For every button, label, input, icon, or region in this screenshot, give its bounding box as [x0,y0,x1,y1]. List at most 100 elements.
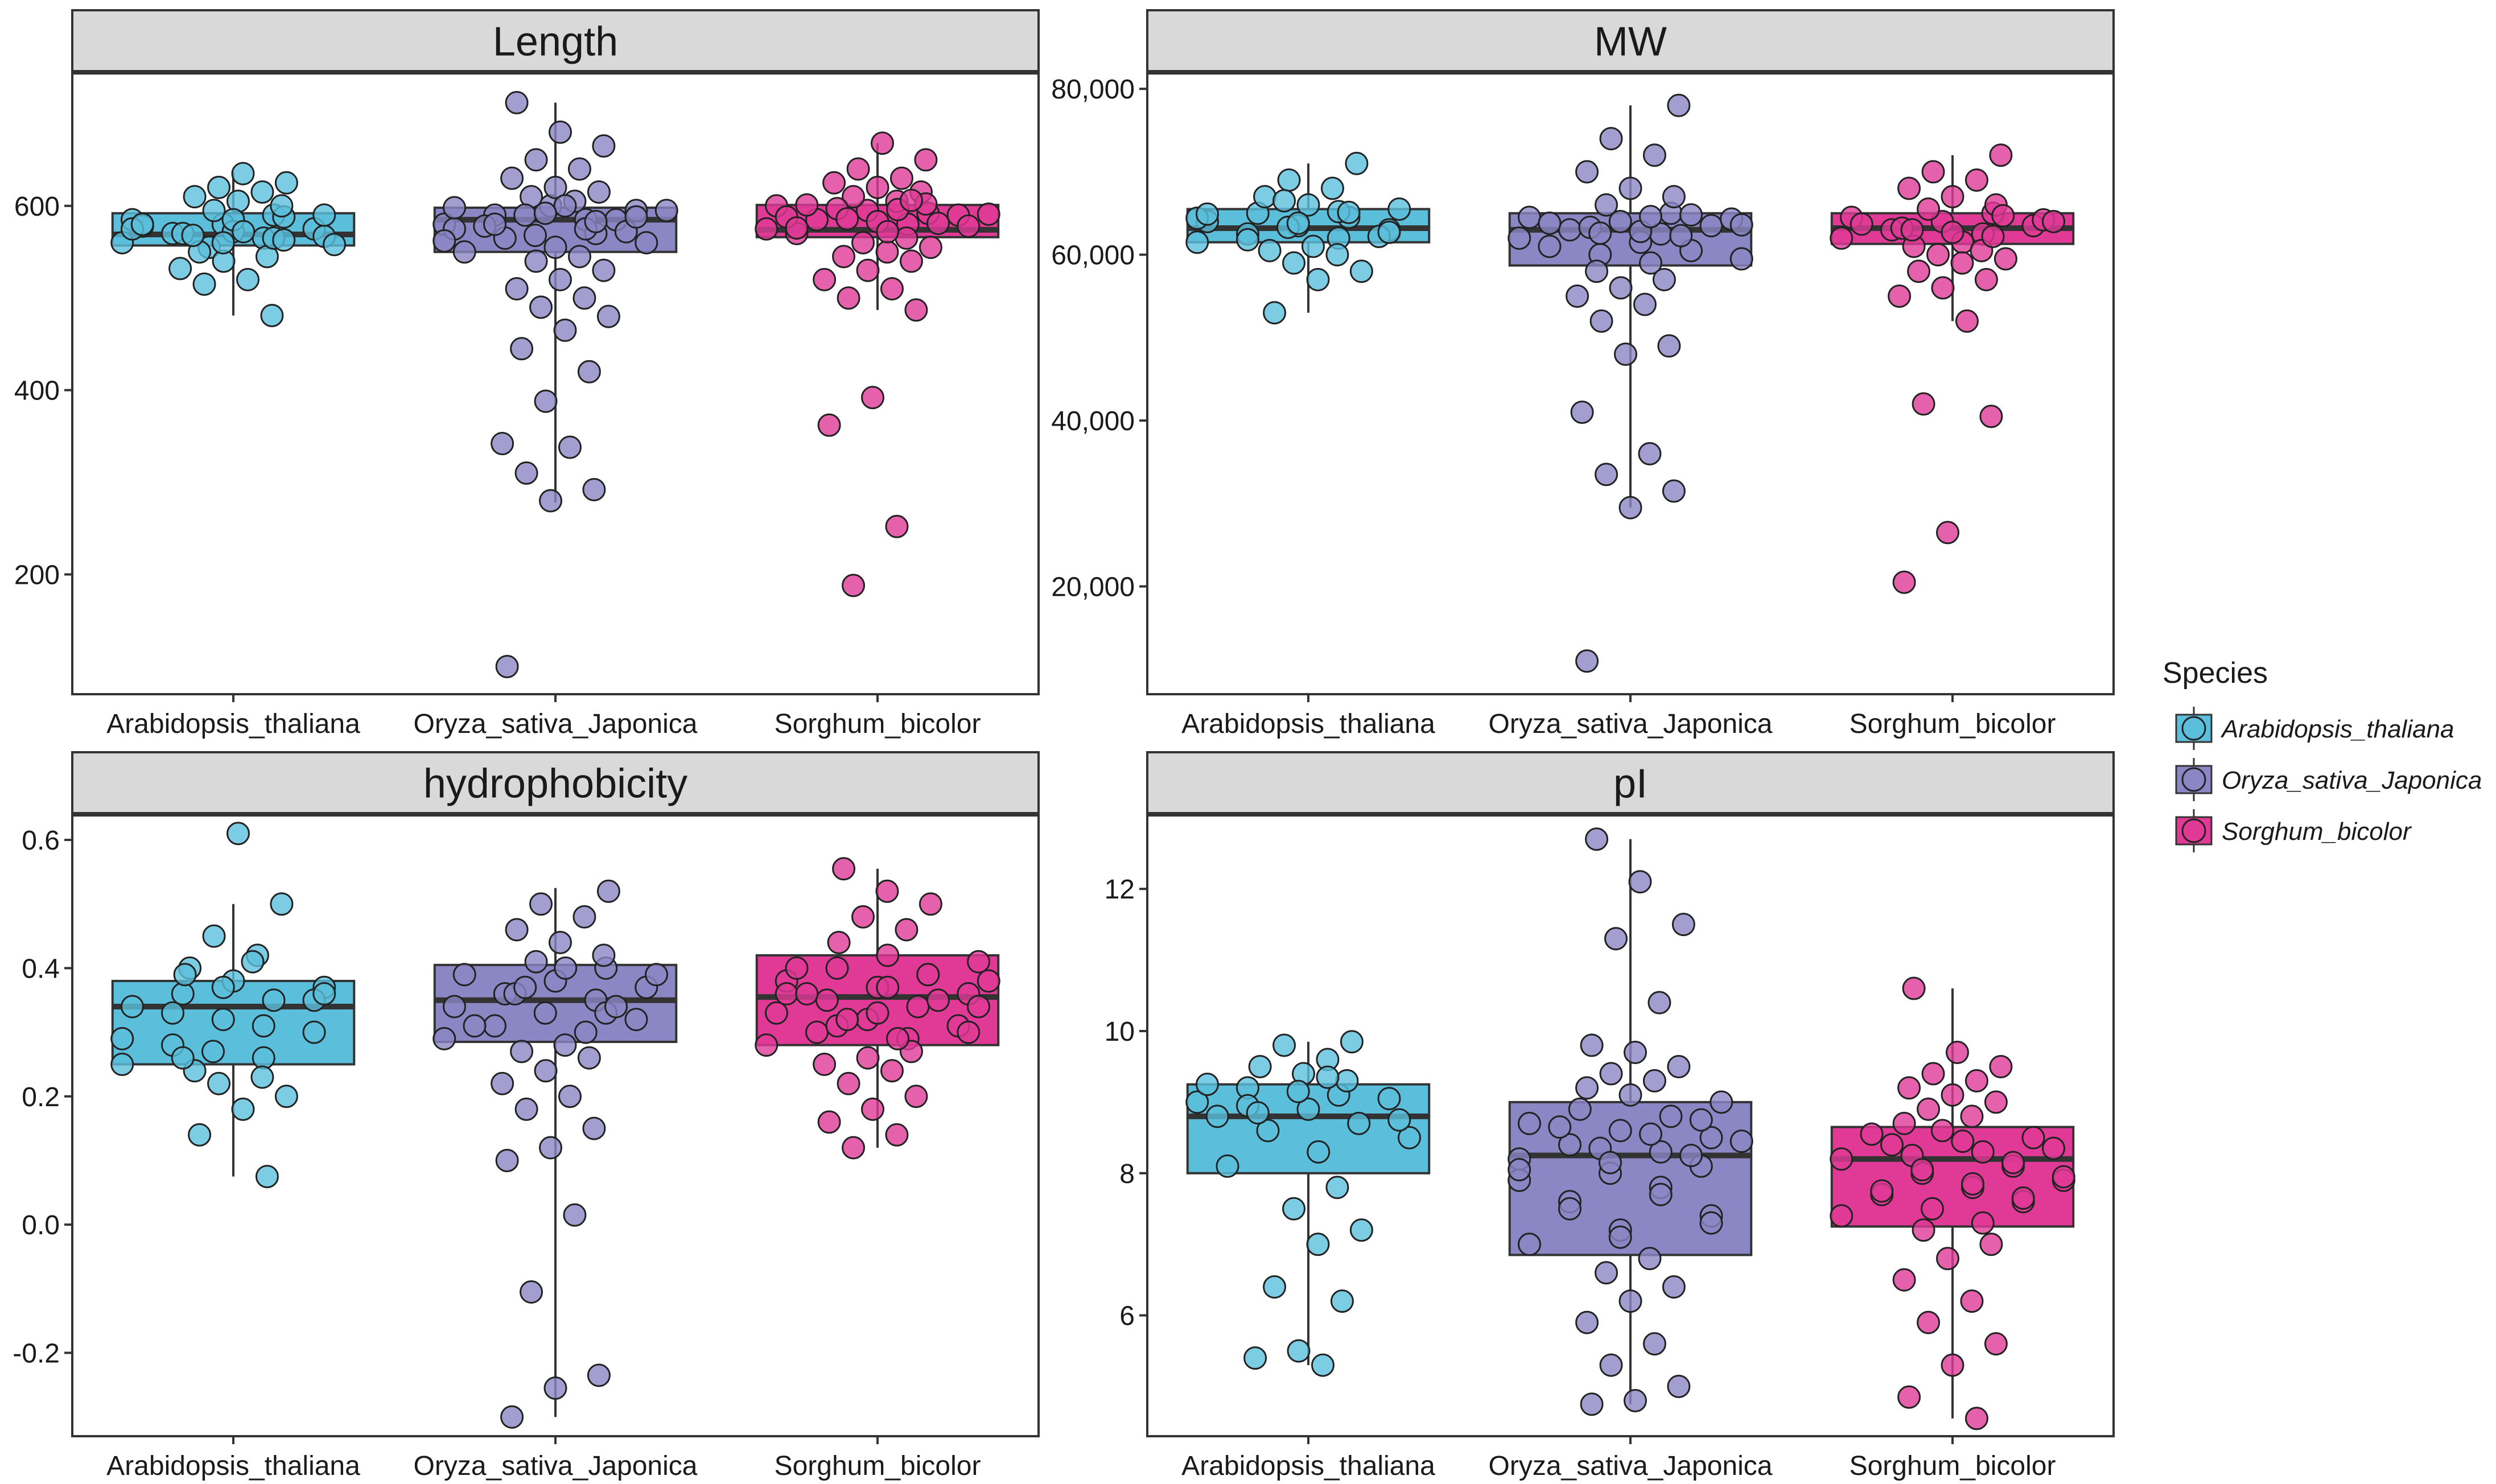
data-point [202,924,226,948]
data-point [916,963,940,987]
data-point [110,1052,134,1076]
data-point [1287,1339,1311,1363]
data-point [1246,1101,1270,1125]
data-point [1830,1204,1854,1228]
x-tick-label: Arabidopsis_thaliana [1181,1451,1435,1481]
data-point [201,1040,225,1063]
data-point [574,1020,598,1044]
data-point [813,1052,837,1076]
data-point [861,1097,885,1121]
data-point [1659,1104,1683,1128]
data-point [880,1059,904,1083]
panel-pi: pI 6 8 10 12 Arabidopsis_thaliana Oryza_sativa… [1105,751,2115,1481]
data-point [1984,1332,2008,1356]
data-point [755,217,779,241]
data-point [495,654,519,678]
data-point [1979,405,2003,428]
data-point [1671,913,1695,937]
data-point [274,1085,298,1108]
data-point [1517,1111,1541,1135]
data-point [558,435,582,459]
data-point [1243,1346,1267,1370]
x-tick-label: Oryza_sativa_Japonica [1489,709,1773,739]
data-point [130,212,154,236]
data-point [513,203,537,227]
data-point [1921,1062,1945,1086]
data-point [926,988,950,1012]
data-point [919,236,942,259]
data-point [1258,238,1282,262]
data-point [1623,1040,1647,1064]
data-point [553,1033,577,1057]
data-point [207,1071,231,1095]
data-point [1921,160,1945,184]
data-point [1595,193,1618,217]
data-point [851,231,875,255]
data-point [260,303,284,327]
data-point [654,199,678,222]
data-point [2011,1186,2035,1210]
data-point [876,943,900,967]
data-point [822,171,846,195]
data-point [1599,1353,1623,1377]
data-point [926,212,950,236]
data-point [505,90,529,114]
data-point [1920,1197,1944,1221]
data-point [1598,1151,1622,1174]
data-point [1387,197,1411,221]
data-point [483,1014,506,1038]
data-point [2021,1126,2045,1149]
box-oryza-sativa-japonica [433,102,678,503]
panel-mw: MW 20,000 40,000 60,000 80,000 Arabidopsis_th… [1051,9,2115,739]
data-point [192,272,216,296]
legend: Species Arabidopsis_thaliana Oryza_sativa… [2163,657,2482,852]
data-point [1642,1332,1666,1356]
data-point [2042,1136,2066,1160]
data-point [861,386,885,410]
data-point [524,148,548,172]
data-point [1185,1090,1209,1114]
data-point [1538,211,1562,235]
data-point [1941,1083,1964,1107]
data-point [1216,1154,1239,1178]
y-tick-label: 0.0 [22,1210,60,1240]
data-point [211,1008,235,1032]
data-point [755,1033,779,1057]
data-point [1335,1069,1359,1093]
data-point [514,461,538,485]
data-point [1306,267,1330,291]
legend-key-point [2181,818,2206,843]
data-point [1647,991,1671,1015]
data-point [188,1123,212,1147]
data-point [1667,93,1691,117]
data-point [596,879,620,903]
data-point [592,134,616,158]
x-tick-label: Oryza_sativa_Japonica [414,709,698,739]
data-point [977,202,1000,226]
data-point [815,988,839,1012]
data-point [1377,1087,1401,1111]
y-tick-label: 60,000 [1051,241,1135,271]
data-point [1263,1275,1287,1299]
data-point [554,956,578,980]
data-point [832,857,856,881]
data-point [1614,342,1638,366]
data-point [846,157,870,181]
data-point [252,1014,275,1038]
data-point [1325,243,1349,267]
data-point [1286,1079,1310,1103]
data-point [1931,276,1955,300]
data-point [1337,200,1361,224]
data-point [1195,202,1219,226]
data-point [2001,1151,2025,1174]
data-point [1508,1158,1531,1182]
points-arabidopsis-thaliana [110,822,336,1189]
y-tick-label: 200 [14,560,60,590]
data-point [870,131,894,155]
data-point [505,277,529,301]
data-point [584,209,608,233]
data-point [1618,1289,1642,1313]
data-point [1568,1097,1592,1121]
data-point [851,905,875,929]
data-point [1599,1062,1623,1086]
